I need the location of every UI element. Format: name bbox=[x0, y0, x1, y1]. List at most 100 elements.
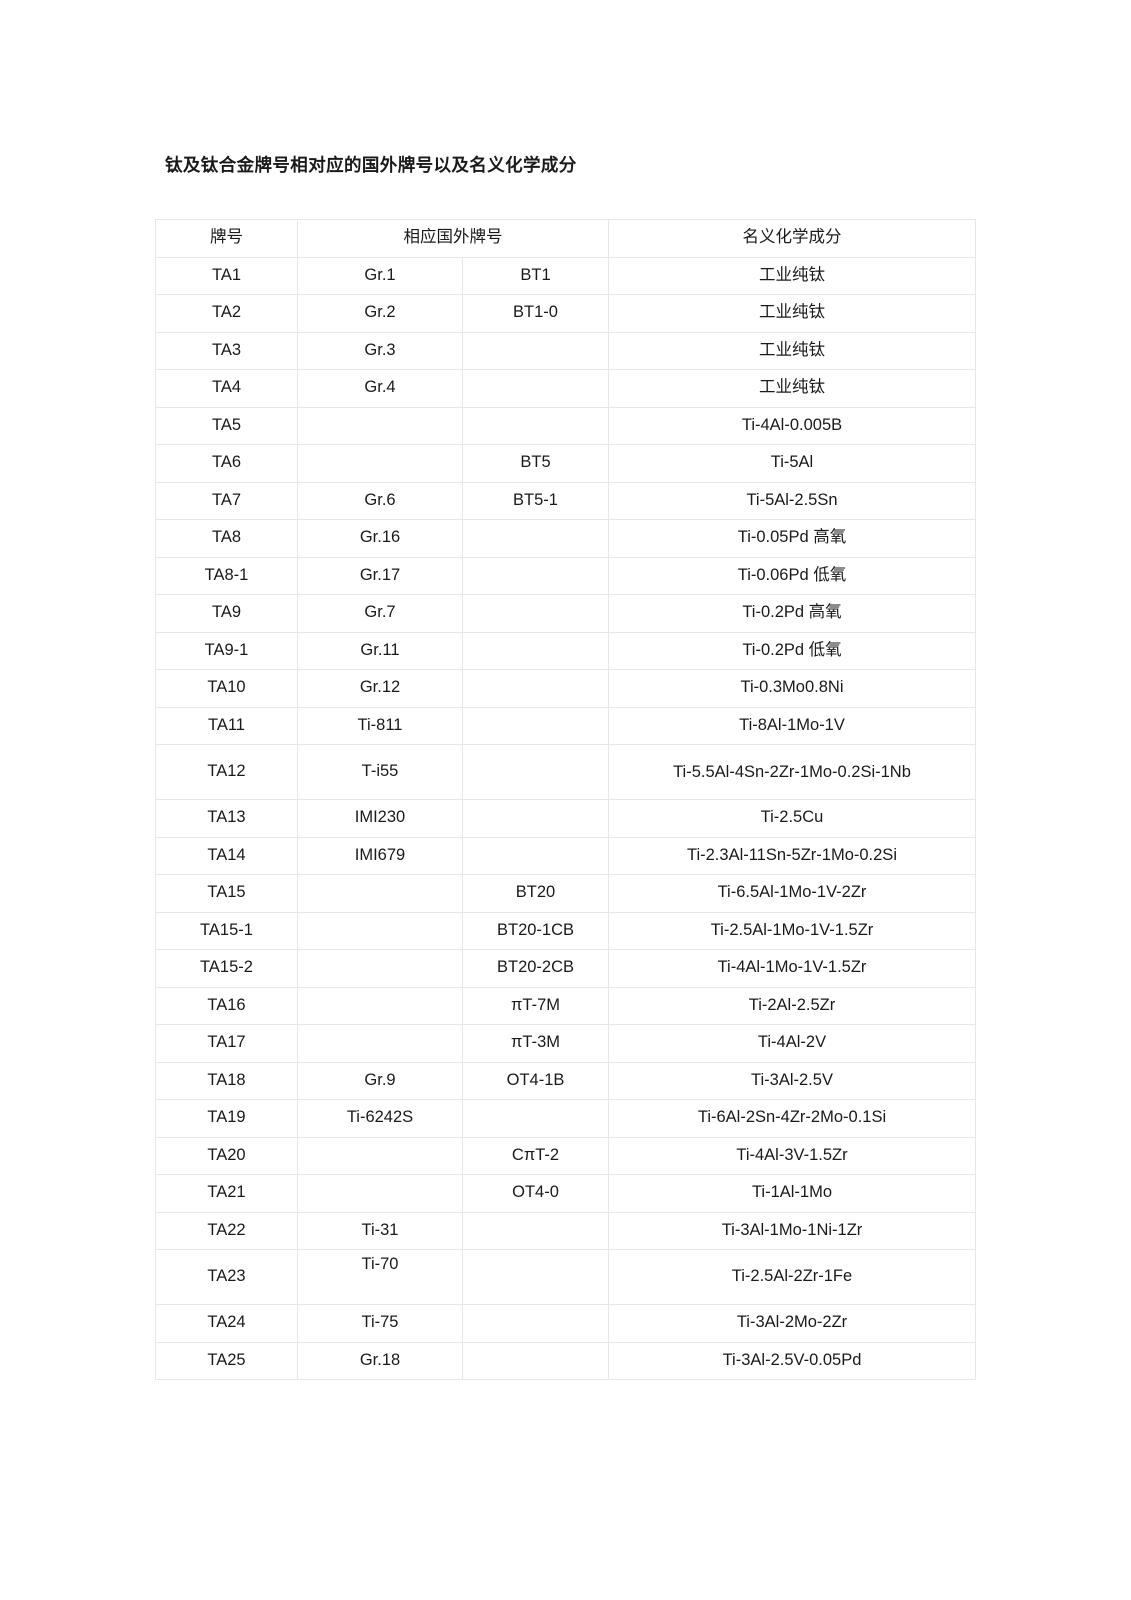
column-header-foreign-grade: 相应国外牌号 bbox=[297, 219, 609, 258]
cell-foreign-grade-a bbox=[297, 1024, 463, 1063]
cell-grade: TA17 bbox=[155, 1024, 298, 1063]
table-row: TA17 πT-3M Ti-4Al-2V bbox=[155, 1024, 976, 1063]
cell-composition: Ti-5.5Al-4Sn-2Zr-1Mo-0.2Si-1Nb bbox=[608, 744, 976, 800]
cell-grade: TA2 bbox=[155, 294, 298, 333]
cell-grade: TA24 bbox=[155, 1304, 298, 1343]
table-row: TA10 Gr.12 Ti-0.3Mo0.8Ni bbox=[155, 669, 976, 708]
cell-foreign-grade-b: BT5 bbox=[462, 444, 609, 483]
cell-grade: TA12 bbox=[155, 744, 298, 800]
cell-foreign-grade-a bbox=[297, 1174, 463, 1213]
cell-composition: Ti-2.5Cu bbox=[608, 799, 976, 838]
cell-composition: Ti-3Al-2Mo-2Zr bbox=[608, 1304, 976, 1343]
cell-foreign-grade-b bbox=[462, 331, 609, 370]
cell-composition: 工业纯钛 bbox=[608, 331, 976, 370]
cell-composition: Ti-5Al bbox=[608, 444, 976, 483]
cell-foreign-grade-a: Gr.17 bbox=[297, 556, 463, 595]
cell-foreign-grade-b bbox=[462, 744, 609, 800]
cell-foreign-grade-b bbox=[462, 556, 609, 595]
cell-grade: TA9 bbox=[155, 594, 298, 633]
cell-composition: Ti-5Al-2.5Sn bbox=[608, 481, 976, 520]
cell-foreign-grade-a: Ti-70 bbox=[297, 1249, 463, 1305]
cell-foreign-grade-a: Gr.12 bbox=[297, 669, 463, 708]
cell-foreign-grade-a: Gr.16 bbox=[297, 519, 463, 558]
cell-composition: Ti-6.5Al-1Mo-1V-2Zr bbox=[608, 874, 976, 913]
cell-foreign-grade-a bbox=[297, 911, 463, 950]
cell-grade: TA8-1 bbox=[155, 556, 298, 595]
table-row: TA15-1 BT20-1CB Ti-2.5Al-1Mo-1V-1.5Zr bbox=[155, 911, 976, 950]
cell-foreign-grade-a: Ti-75 bbox=[297, 1304, 463, 1343]
cell-foreign-grade-b: OT4-0 bbox=[462, 1174, 609, 1213]
table-body: TA1 Gr.1 BT1 工业纯钛 TA2 Gr.2 BT1-0 工业纯钛 TA3 Gr.3 工业纯… bbox=[155, 256, 976, 1380]
cell-foreign-grade-a bbox=[297, 949, 463, 988]
cell-composition: Ti-2.5Al-1Mo-1V-1.5Zr bbox=[608, 911, 976, 950]
cell-grade: TA22 bbox=[155, 1211, 298, 1250]
cell-foreign-grade-a: Gr.9 bbox=[297, 1061, 463, 1100]
table-row: TA2 Gr.2 BT1-0 工业纯钛 bbox=[155, 294, 976, 333]
cell-composition: 工业纯钛 bbox=[608, 369, 976, 408]
cell-composition: 工业纯钛 bbox=[608, 294, 976, 333]
cell-composition: Ti-4Al-0.005B bbox=[608, 406, 976, 445]
cell-foreign-grade-a bbox=[297, 444, 463, 483]
cell-composition: Ti-4Al-1Mo-1V-1.5Zr bbox=[608, 949, 976, 988]
table-row: TA8 Gr.16 Ti-0.05Pd 高氧 bbox=[155, 519, 976, 558]
cell-composition: Ti-3Al-2.5V-0.05Pd bbox=[608, 1341, 976, 1380]
cell-grade: TA13 bbox=[155, 799, 298, 838]
table-row: TA1 Gr.1 BT1 工业纯钛 bbox=[155, 256, 976, 295]
cell-foreign-grade-b bbox=[462, 519, 609, 558]
cell-foreign-grade-b bbox=[462, 1341, 609, 1380]
cell-composition: Ti-1Al-1Mo bbox=[608, 1174, 976, 1213]
table-row: TA15 BT20 Ti-6.5Al-1Mo-1V-2Zr bbox=[155, 874, 976, 913]
cell-foreign-grade-b bbox=[462, 706, 609, 745]
cell-composition: Ti-3Al-2.5V bbox=[608, 1061, 976, 1100]
cell-foreign-grade-a: Ti-811 bbox=[297, 706, 463, 745]
cell-foreign-grade-b bbox=[462, 669, 609, 708]
cell-composition: Ti-0.2Pd 低氧 bbox=[608, 631, 976, 670]
table-row: TA3 Gr.3 工业纯钛 bbox=[155, 331, 976, 370]
table-row: TA19 Ti-6242S Ti-6Al-2Sn-4Zr-2Mo-0.1Si bbox=[155, 1099, 976, 1138]
table-row: TA9-1 Gr.11 Ti-0.2Pd 低氧 bbox=[155, 631, 976, 670]
table-row: TA13 IMI230 Ti-2.5Cu bbox=[155, 799, 976, 838]
cell-foreign-grade-a: Gr.2 bbox=[297, 294, 463, 333]
cell-foreign-grade-b: πT-7M bbox=[462, 986, 609, 1025]
table-row: TA20 CπT-2 Ti-4Al-3V-1.5Zr bbox=[155, 1136, 976, 1175]
table-row: TA23 Ti-70 Ti-2.5Al-2Zr-1Fe bbox=[155, 1249, 976, 1305]
cell-foreign-grade-a: Gr.1 bbox=[297, 256, 463, 295]
cell-foreign-grade-b bbox=[462, 836, 609, 875]
cell-grade: TA19 bbox=[155, 1099, 298, 1138]
cell-foreign-grade-b bbox=[462, 594, 609, 633]
cell-foreign-grade-a bbox=[297, 986, 463, 1025]
cell-composition: Ti-4Al-2V bbox=[608, 1024, 976, 1063]
cell-composition: Ti-2.3Al-11Sn-5Zr-1Mo-0.2Si bbox=[608, 836, 976, 875]
table-row: TA18 Gr.9 OT4-1B Ti-3Al-2.5V bbox=[155, 1061, 976, 1100]
cell-foreign-grade-b bbox=[462, 799, 609, 838]
cell-foreign-grade-b: BT1-0 bbox=[462, 294, 609, 333]
cell-composition: Ti-0.3Mo0.8Ni bbox=[608, 669, 976, 708]
cell-foreign-grade-b: BT1 bbox=[462, 256, 609, 295]
cell-grade: TA9-1 bbox=[155, 631, 298, 670]
cell-foreign-grade-b bbox=[462, 1304, 609, 1343]
cell-grade: TA4 bbox=[155, 369, 298, 408]
cell-foreign-grade-b bbox=[462, 406, 609, 445]
table-row: TA24 Ti-75 Ti-3Al-2Mo-2Zr bbox=[155, 1304, 976, 1343]
cell-foreign-grade-b: BT20 bbox=[462, 874, 609, 913]
table-row: TA11 Ti-811 Ti-8Al-1Mo-1V bbox=[155, 706, 976, 745]
cell-foreign-grade-b: BT5-1 bbox=[462, 481, 609, 520]
cell-grade: TA6 bbox=[155, 444, 298, 483]
column-header-composition: 名义化学成分 bbox=[608, 219, 976, 258]
cell-composition: Ti-6Al-2Sn-4Zr-2Mo-0.1Si bbox=[608, 1099, 976, 1138]
cell-grade: TA10 bbox=[155, 669, 298, 708]
cell-foreign-grade-a: Gr.3 bbox=[297, 331, 463, 370]
cell-foreign-grade-b: OT4-1B bbox=[462, 1061, 609, 1100]
table-row: TA15-2 BT20-2CB Ti-4Al-1Mo-1V-1.5Zr bbox=[155, 949, 976, 988]
cell-grade: TA15 bbox=[155, 874, 298, 913]
table-row: TA22 Ti-31 Ti-3Al-1Mo-1Ni-1Zr bbox=[155, 1211, 976, 1250]
cell-foreign-grade-b bbox=[462, 1249, 609, 1305]
cell-grade: TA5 bbox=[155, 406, 298, 445]
cell-foreign-grade-a bbox=[297, 874, 463, 913]
table-row: TA7 Gr.6 BT5-1 Ti-5Al-2.5Sn bbox=[155, 481, 976, 520]
titanium-grades-table: 牌号 相应国外牌号 名义化学成分 TA1 Gr.1 BT1 工业纯钛 TA2 Gr.2 BT… bbox=[155, 219, 976, 1380]
cell-composition: Ti-0.2Pd 高氧 bbox=[608, 594, 976, 633]
table-row: TA12 T-i55 Ti-5.5Al-4Sn-2Zr-1Mo-0.2Si-1Nb bbox=[155, 744, 976, 800]
cell-composition: Ti-2.5Al-2Zr-1Fe bbox=[608, 1249, 976, 1305]
cell-foreign-grade-b: BT20-2CB bbox=[462, 949, 609, 988]
